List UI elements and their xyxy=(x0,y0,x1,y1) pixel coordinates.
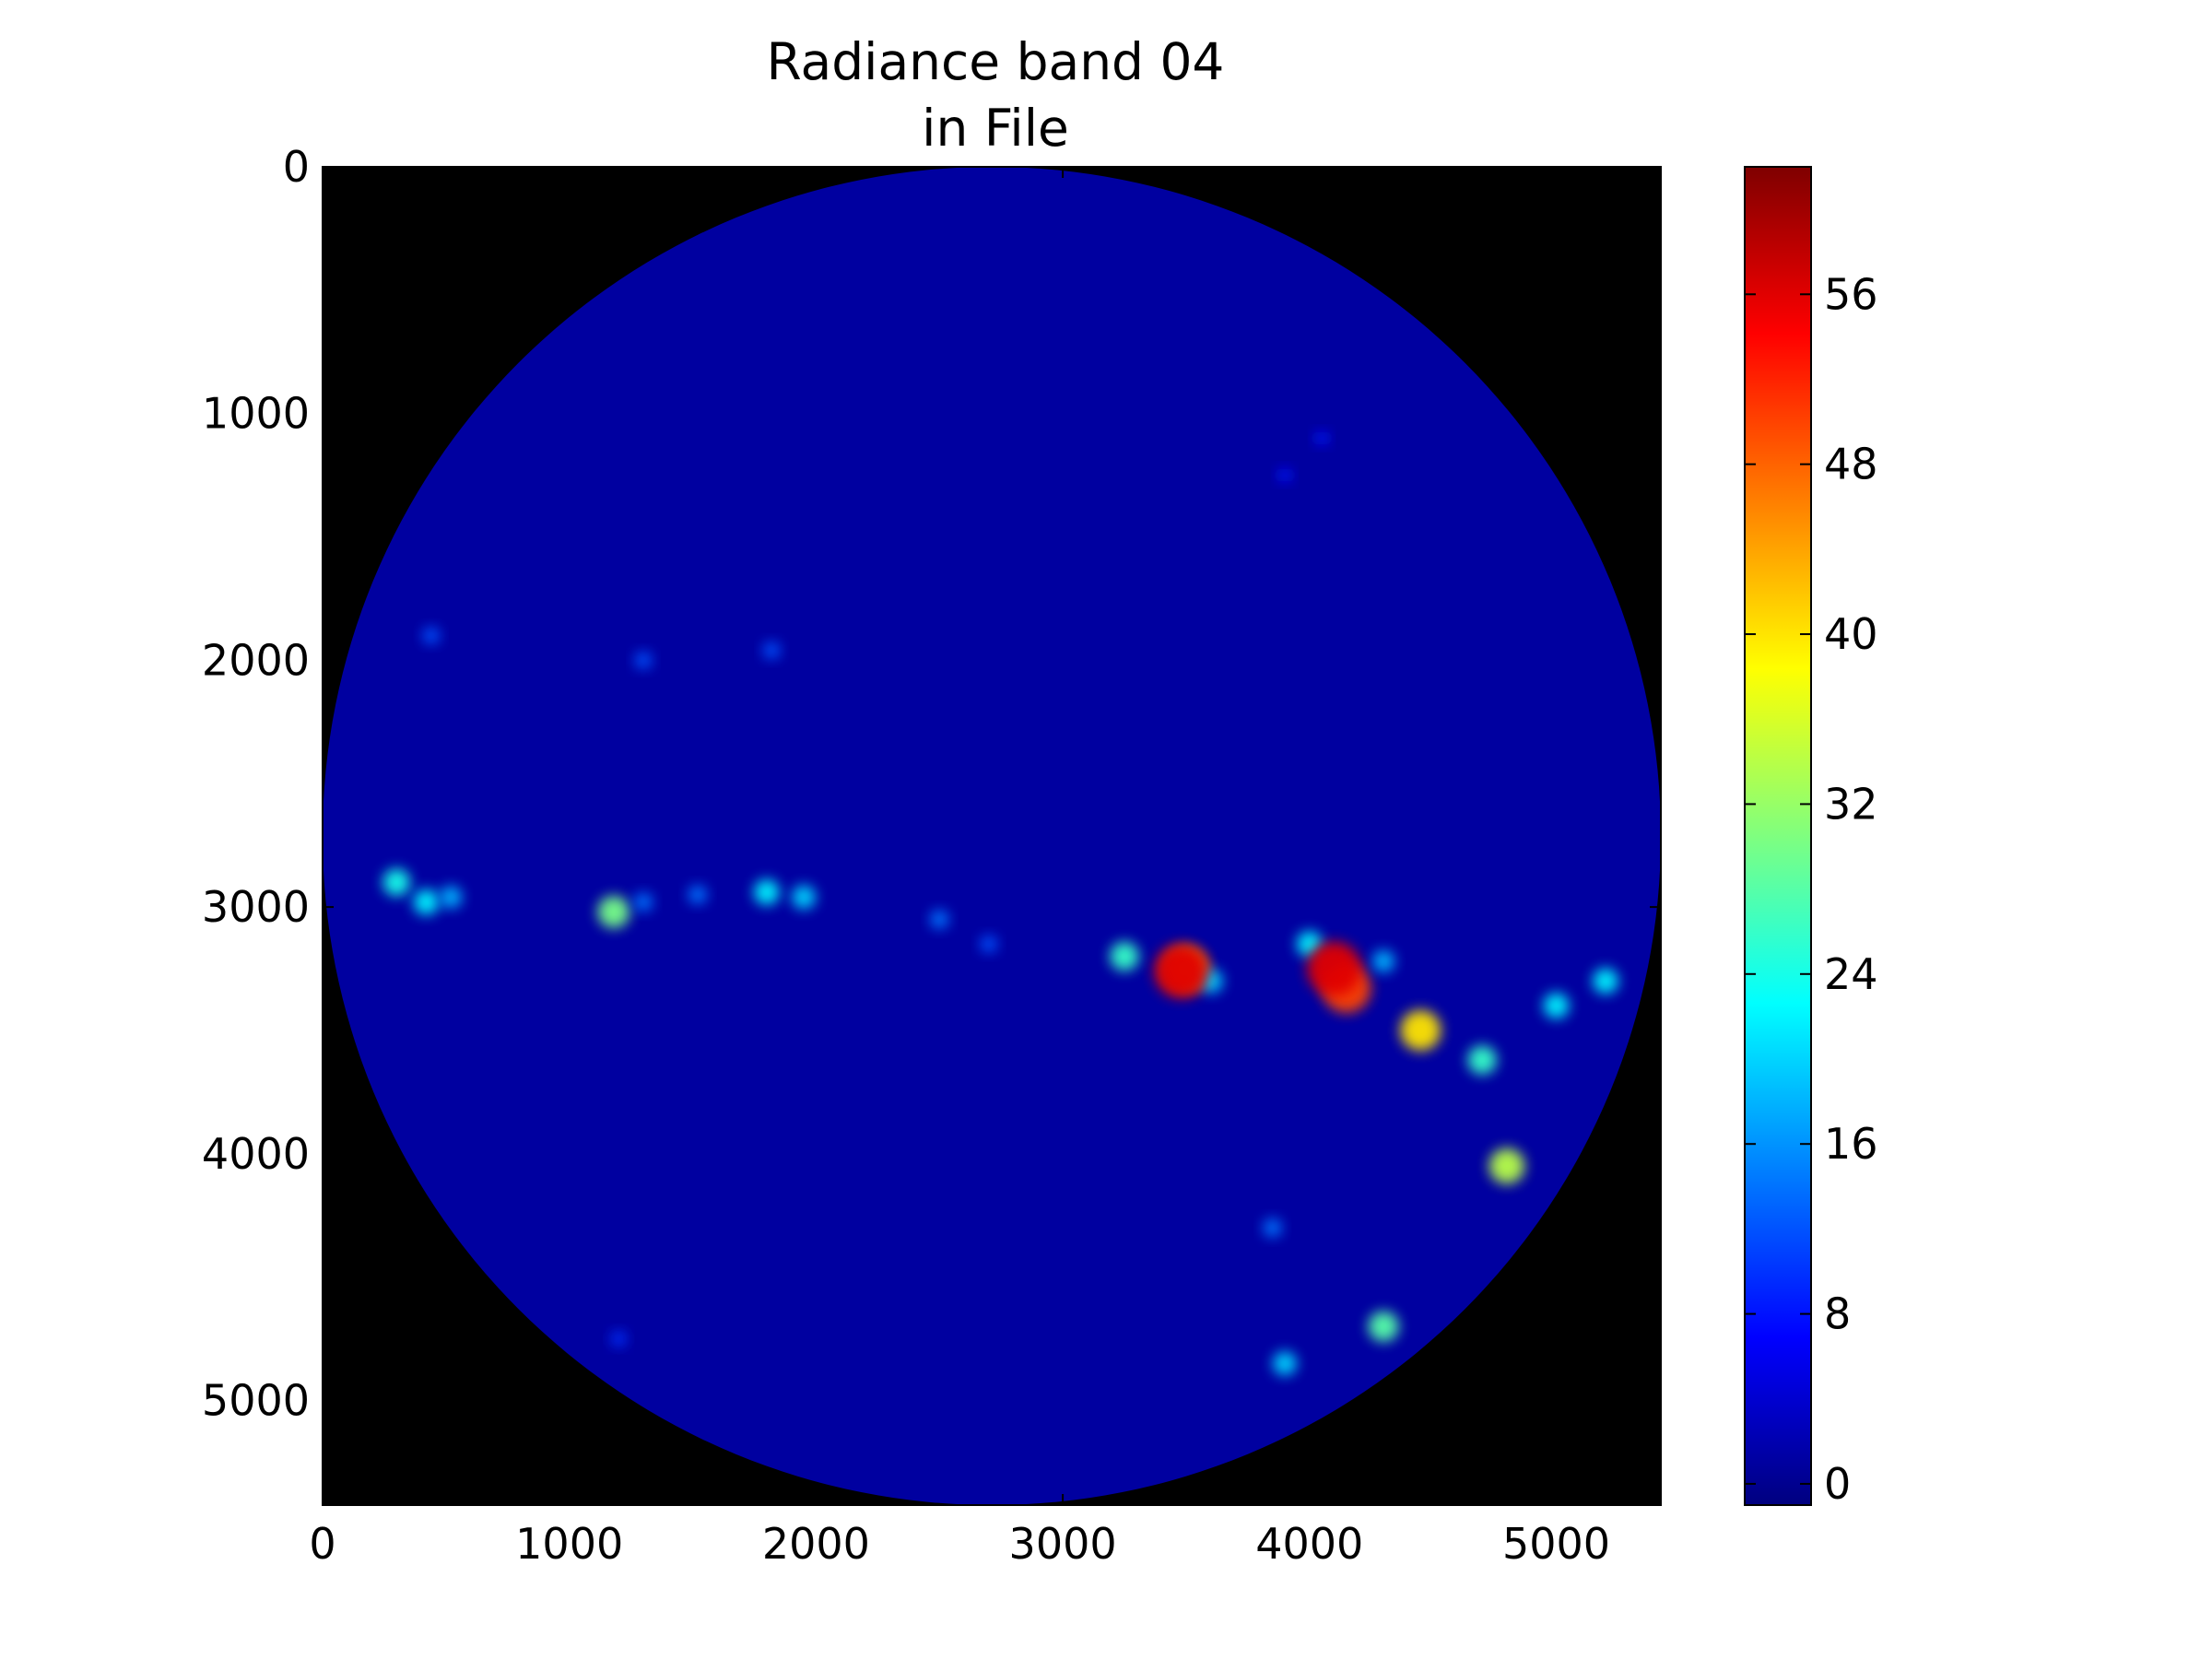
feature-0 xyxy=(382,868,411,897)
colorbar: 0 8 16 24 32 40 48 56 xyxy=(1744,166,1878,1509)
feature-30 xyxy=(1307,941,1361,996)
y-tick-label-5000: 5000 xyxy=(202,1375,310,1425)
feature-13 xyxy=(1372,949,1395,973)
feature-18 xyxy=(1368,1311,1399,1342)
earth-disk xyxy=(323,167,1661,1505)
x-tick-label-5000: 5000 xyxy=(1502,1519,1610,1569)
x-axis: 0 1000 2000 3000 4000 5000 xyxy=(309,167,1610,1569)
cb-tick-label-56: 56 xyxy=(1824,269,1878,319)
feature-4 xyxy=(633,892,653,912)
feature-3 xyxy=(597,895,630,928)
feature-20 xyxy=(1263,1218,1282,1238)
y-axis: 0 1000 2000 3000 4000 5000 xyxy=(202,142,1661,1425)
feature-19 xyxy=(1273,1351,1298,1376)
x-tick-label-0: 0 xyxy=(309,1519,335,1569)
x-tick-label-2000: 2000 xyxy=(762,1519,870,1569)
cb-tick-label-40: 40 xyxy=(1824,609,1878,659)
colorbar-ticks: 0 8 16 24 32 40 48 56 xyxy=(1745,269,1878,1509)
plot-frame xyxy=(322,166,1662,1506)
x-tick-label-3000: 3000 xyxy=(1009,1519,1117,1569)
feature-25 xyxy=(762,641,781,660)
feature-5 xyxy=(688,885,708,905)
feature-15 xyxy=(1467,1045,1497,1075)
plot-area xyxy=(322,166,1662,1506)
feature-14 xyxy=(1400,1009,1441,1051)
y-tick-label-0: 0 xyxy=(283,142,310,192)
cb-tick-label-16: 16 xyxy=(1824,1119,1878,1169)
feature-23 xyxy=(422,627,441,645)
feature-17 xyxy=(1488,1147,1525,1184)
cb-tick-label-24: 24 xyxy=(1824,949,1878,999)
feature-21 xyxy=(929,910,949,929)
feature-24 xyxy=(634,651,653,669)
cb-tick-label-0: 0 xyxy=(1824,1459,1851,1509)
colorbar-gradient xyxy=(1744,166,1812,1506)
x-tick-label-1000: 1000 xyxy=(515,1519,623,1569)
chart-title: Radiance band 04 in File xyxy=(767,32,1225,158)
y-tick-label-3000: 3000 xyxy=(202,882,310,932)
feature-27 xyxy=(1277,468,1292,483)
feature-31 xyxy=(1154,944,1208,998)
x-tick-label-4000: 4000 xyxy=(1255,1519,1363,1569)
feature-26 xyxy=(1314,430,1329,446)
y-tick-label-2000: 2000 xyxy=(202,635,310,685)
feature-8 xyxy=(1110,941,1139,971)
feature-2 xyxy=(440,886,463,909)
y-tick-label-1000: 1000 xyxy=(202,389,310,439)
title-line-2: in File xyxy=(922,99,1069,158)
title-line-1: Radiance band 04 xyxy=(767,32,1225,91)
radiance-features xyxy=(382,430,1618,1376)
feature-1 xyxy=(413,888,440,915)
cb-tick-label-8: 8 xyxy=(1824,1289,1851,1339)
y-tick-label-4000: 4000 xyxy=(202,1129,310,1179)
feature-29 xyxy=(1593,968,1618,994)
feature-7 xyxy=(792,885,817,910)
feature-28 xyxy=(610,1331,627,1347)
feature-22 xyxy=(980,935,998,953)
cb-tick-label-32: 32 xyxy=(1824,779,1878,829)
cb-tick-label-48: 48 xyxy=(1824,440,1878,489)
feature-6 xyxy=(753,879,780,905)
feature-16 xyxy=(1543,993,1570,1019)
